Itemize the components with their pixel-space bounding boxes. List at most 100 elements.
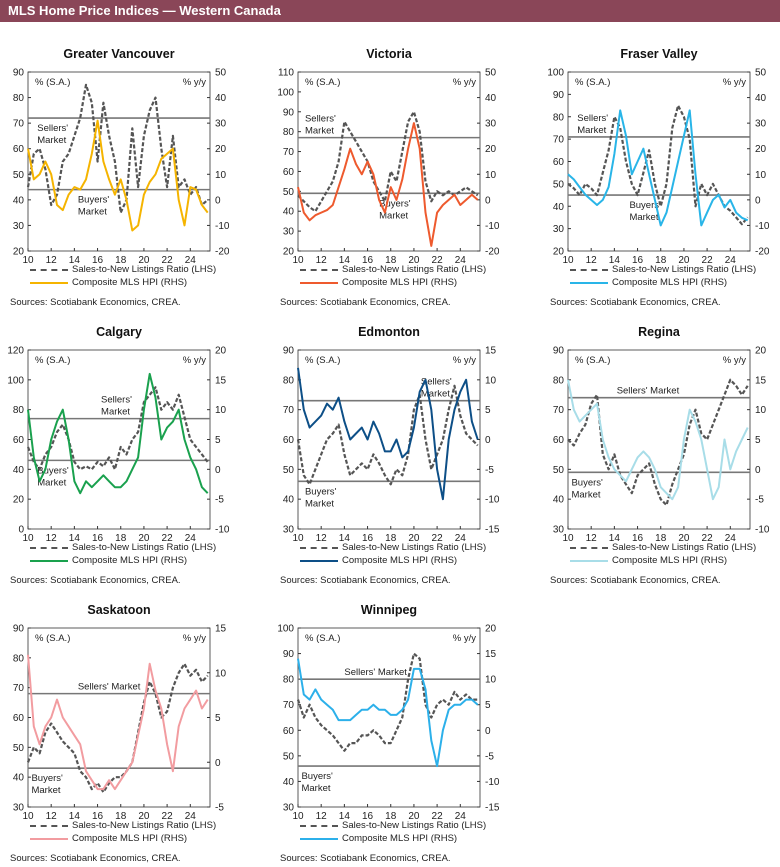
right-tick-label: 10 <box>215 668 227 679</box>
plot-frame <box>297 71 481 252</box>
legend-hpi: Composite MLS HPI (RHS) <box>30 277 187 288</box>
x-tick-label: 20 <box>138 811 150 822</box>
buyers-market-label: Market <box>571 489 600 500</box>
x-tick-label: 10 <box>22 533 34 544</box>
x-tick-label: 16 <box>92 811 104 822</box>
x-tick-label: 10 <box>22 811 34 822</box>
left-tick-label: 50 <box>553 179 565 190</box>
plot-frame <box>297 627 481 808</box>
right-axis-unit: % y/y <box>183 77 206 88</box>
x-tick-label: 24 <box>455 811 467 822</box>
right-tick-label: -20 <box>485 247 500 258</box>
left-tick-label: 60 <box>283 435 295 446</box>
left-axis-unit: % (S.A.) <box>575 355 610 366</box>
sources-note: Sources: Scotiabank Economics, CREA. <box>550 297 721 308</box>
x-tick-label: 22 <box>162 255 174 266</box>
chart-svg: 0 20 40 60 80 100 120 -10 -5 0 5 10 15 20 10 12 14 16 18 20… <box>7 346 230 545</box>
legend-swatch <box>300 281 338 284</box>
sources-note: Sources: Scotiabank Economics, CREA. <box>280 853 451 864</box>
sources-note: Sources: Scotiabank Economics, CREA. <box>280 575 451 586</box>
legend-swatch <box>30 268 68 271</box>
right-tick-label: -5 <box>485 751 494 762</box>
legend-swatch <box>300 824 338 827</box>
right-tick-label: 15 <box>485 346 497 357</box>
legend-swatch <box>30 546 68 549</box>
sources-note: Sources: Scotiabank Economics, CREA. <box>280 297 451 308</box>
left-tick-label: 30 <box>283 525 295 536</box>
left-tick-label: 20 <box>13 247 25 258</box>
x-tick-label: 12 <box>586 533 598 544</box>
sellers-market-label: Sellers' <box>101 395 132 406</box>
x-tick-label: 20 <box>138 255 150 266</box>
chart-svg: 30 40 50 60 70 80 90 -10 -5 0 5 10 15 20 10 12 14 16 18 20 2… <box>553 346 770 545</box>
left-tick-label: 40 <box>283 495 295 506</box>
left-tick-label: 100 <box>277 624 294 635</box>
left-axis-unit: % (S.A.) <box>305 355 340 366</box>
buyers-market-label: Buyers' <box>571 477 603 488</box>
x-tick-label: 22 <box>702 255 714 266</box>
legend-hpi: Composite MLS HPI (RHS) <box>30 833 187 844</box>
x-tick-label: 14 <box>69 255 81 266</box>
x-tick-label: 12 <box>46 533 58 544</box>
x-tick-label: 18 <box>655 255 667 266</box>
right-tick-label: 5 <box>755 435 761 446</box>
right-tick-label: 5 <box>485 405 491 416</box>
x-tick-label: 18 <box>115 533 127 544</box>
snlr-line <box>297 110 479 213</box>
left-tick-label: 40 <box>13 195 25 206</box>
sellers-market-label: Sellers' <box>421 377 452 388</box>
x-tick-label: 14 <box>609 255 621 266</box>
chart-svg: 30 40 50 60 70 80 90 -15 -10 -5 0 5 10 15 10 12 14 16 18 20… <box>283 346 500 545</box>
buyers-market-label: Buyers' <box>78 195 110 206</box>
x-tick-label: 22 <box>432 533 444 544</box>
right-tick-label: 0 <box>755 465 761 476</box>
right-axis-unit: % y/y <box>453 633 476 644</box>
legend-snlr: Sales-to-New Listings Ratio (LHS) <box>570 264 756 275</box>
x-tick-label: 14 <box>339 533 351 544</box>
left-tick-label: 70 <box>13 119 25 130</box>
legend-snlr: Sales-to-New Listings Ratio (LHS) <box>30 542 216 553</box>
x-tick-label: 14 <box>69 533 81 544</box>
plot-frame <box>27 349 211 530</box>
sellers-market-label: Sellers' Market <box>78 682 141 693</box>
snlr-line <box>26 386 209 471</box>
left-tick-label: 80 <box>283 127 295 138</box>
x-tick-label: 18 <box>385 255 397 266</box>
legend-label: Sales-to-New Listings Ratio (LHS) <box>72 542 217 553</box>
left-axis-unit: % (S.A.) <box>305 77 340 88</box>
right-tick-label: 20 <box>755 144 767 155</box>
x-tick-label: 22 <box>162 811 174 822</box>
right-tick-label: 0 <box>485 726 491 737</box>
buyers-market-label: Market <box>305 498 334 509</box>
left-tick-label: 60 <box>13 713 25 724</box>
right-tick-label: 40 <box>215 93 227 104</box>
left-tick-label: 90 <box>283 346 295 357</box>
x-tick-label: 18 <box>385 533 397 544</box>
x-tick-label: 16 <box>362 533 374 544</box>
sources-note: Sources: Scotiabank Economics, CREA. <box>10 297 181 308</box>
chart-panel: Regina 30 40 50 60 70 80 90 -10 -5 0 5 10 15 20 10 12 14 1… <box>540 318 780 596</box>
right-tick-label: 0 <box>215 758 221 769</box>
left-tick-label: 80 <box>553 375 565 386</box>
left-tick-label: 20 <box>283 247 295 258</box>
right-axis-unit: % y/y <box>453 355 476 366</box>
hpi-line <box>27 372 209 495</box>
legend-label: Sales-to-New Listings Ratio (LHS) <box>72 820 217 831</box>
buyers-market-label: Market <box>78 207 107 218</box>
right-tick-label: -5 <box>485 465 494 476</box>
x-tick-label: 16 <box>362 255 374 266</box>
x-tick-label: 12 <box>316 533 328 544</box>
right-tick-label: 15 <box>215 624 227 635</box>
right-tick-label: -10 <box>755 525 770 536</box>
right-tick-label: 0 <box>215 195 221 206</box>
x-tick-label: 10 <box>292 533 304 544</box>
left-tick-label: 100 <box>7 375 24 386</box>
right-tick-label: 10 <box>755 405 767 416</box>
hpi-line <box>567 109 749 227</box>
right-tick-label: 40 <box>485 93 497 104</box>
x-tick-label: 20 <box>138 533 150 544</box>
left-tick-label: 60 <box>13 144 25 155</box>
snlr-line <box>296 652 478 752</box>
x-tick-label: 16 <box>632 255 644 266</box>
right-tick-label: 30 <box>755 119 767 130</box>
